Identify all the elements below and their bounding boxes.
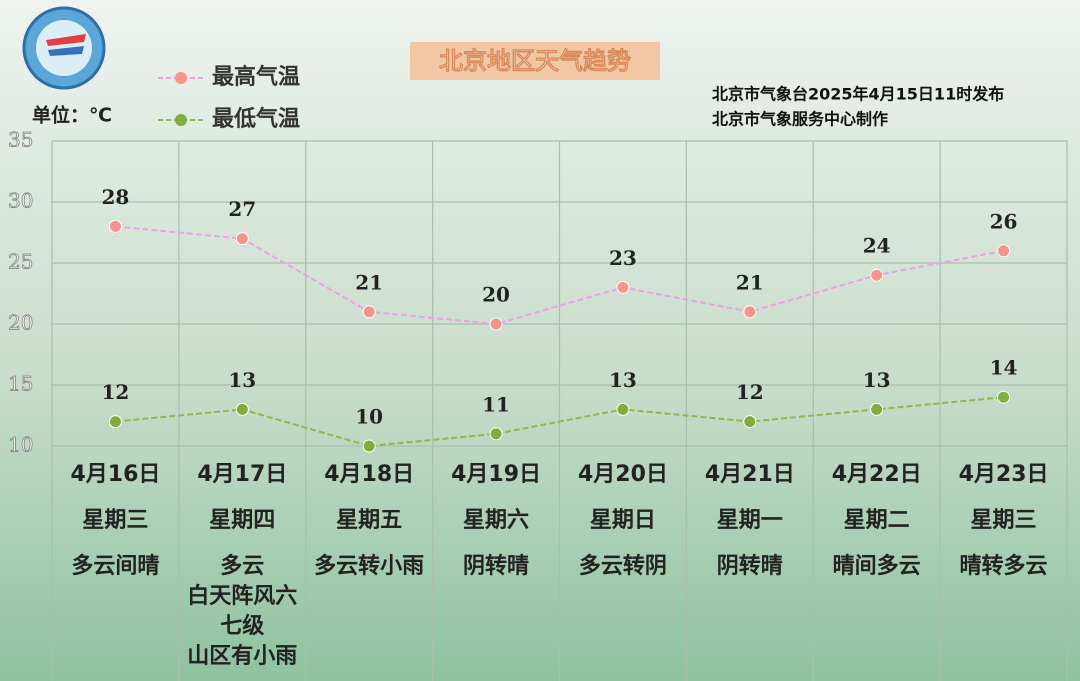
date-label: 4月21日	[705, 462, 795, 487]
weather-label: 白天阵风六	[187, 583, 297, 609]
weekday-label: 星期五	[336, 508, 402, 533]
point	[108, 415, 122, 429]
weekday-label: 星期二	[844, 508, 910, 533]
weather-label: 晴间多云	[833, 553, 921, 579]
point	[870, 268, 884, 282]
data-label: 13	[228, 368, 256, 392]
weather-label: 七级	[220, 613, 264, 639]
weather-label: 山区有小雨	[187, 643, 297, 669]
issuer-note: 北京市气象台2025年4月15日11时发布	[712, 85, 1004, 104]
date-label: 4月16日	[70, 462, 160, 487]
point	[743, 415, 757, 429]
data-label: 20	[482, 283, 510, 307]
weather-label: 多云间晴	[71, 553, 159, 579]
data-label: 28	[102, 185, 130, 209]
point	[997, 244, 1011, 258]
date-label: 4月17日	[197, 462, 287, 487]
point	[616, 402, 630, 416]
weekday-label: 星期一	[717, 508, 783, 533]
data-label: 14	[990, 356, 1018, 380]
y-tick-label: 10	[8, 433, 33, 457]
point	[362, 305, 376, 319]
weekday-label: 星期日	[590, 508, 656, 533]
point	[743, 305, 757, 319]
producer-note: 北京市气象服务中心制作	[712, 110, 888, 129]
weather-label: 阴转晴	[717, 553, 783, 579]
date-label: 4月20日	[578, 462, 668, 487]
weather-label: 多云	[220, 553, 264, 579]
point	[489, 427, 503, 441]
data-label: 21	[736, 270, 764, 294]
point	[235, 232, 249, 246]
point	[108, 219, 122, 233]
data-label: 27	[228, 197, 256, 221]
weather-label: 晴转多云	[960, 553, 1048, 579]
legend-label: 最低气温	[212, 106, 300, 132]
series-line	[115, 396, 1004, 448]
weekday-label: 星期六	[463, 508, 529, 533]
weekday-label: 星期三	[971, 508, 1037, 533]
point	[870, 402, 884, 416]
weather-label: 多云转小雨	[314, 553, 424, 579]
y-tick-label: 25	[8, 250, 33, 274]
data-label: 12	[736, 380, 764, 404]
data-label: 13	[609, 368, 637, 392]
data-label: 12	[102, 380, 130, 404]
weekday-label: 星期四	[209, 508, 275, 533]
data-label: 11	[482, 392, 510, 416]
date-label: 4月22日	[832, 462, 922, 487]
weather-label: 多云转阴	[579, 553, 667, 579]
date-label: 4月18日	[324, 462, 414, 487]
point	[235, 402, 249, 416]
legend-label: 最高气温	[212, 64, 300, 90]
weather-label: 阴转晴	[463, 553, 529, 579]
date-label: 4月19日	[451, 462, 541, 487]
y-tick-label: 20	[8, 311, 33, 335]
y-tick-label: 15	[8, 372, 33, 396]
data-label: 26	[990, 209, 1018, 233]
point	[997, 390, 1011, 404]
data-label: 23	[609, 246, 637, 270]
point	[362, 439, 376, 453]
legend-marker	[175, 72, 187, 84]
data-label: 24	[863, 234, 891, 258]
data-label: 21	[355, 270, 383, 294]
y-tick-label: 30	[8, 189, 33, 213]
point	[616, 280, 630, 294]
weekday-label: 星期三	[82, 508, 148, 533]
title-box	[410, 42, 660, 80]
legend-marker	[175, 114, 187, 126]
y-tick-label: 35	[8, 128, 33, 152]
data-label: 13	[863, 368, 891, 392]
unit-label: 单位：℃	[32, 104, 112, 127]
data-label: 10	[355, 405, 383, 429]
chart-title: 北京地区天气趋势	[439, 47, 631, 75]
date-label: 4月23日	[959, 462, 1049, 487]
logo	[22, 6, 106, 90]
point	[489, 317, 503, 331]
